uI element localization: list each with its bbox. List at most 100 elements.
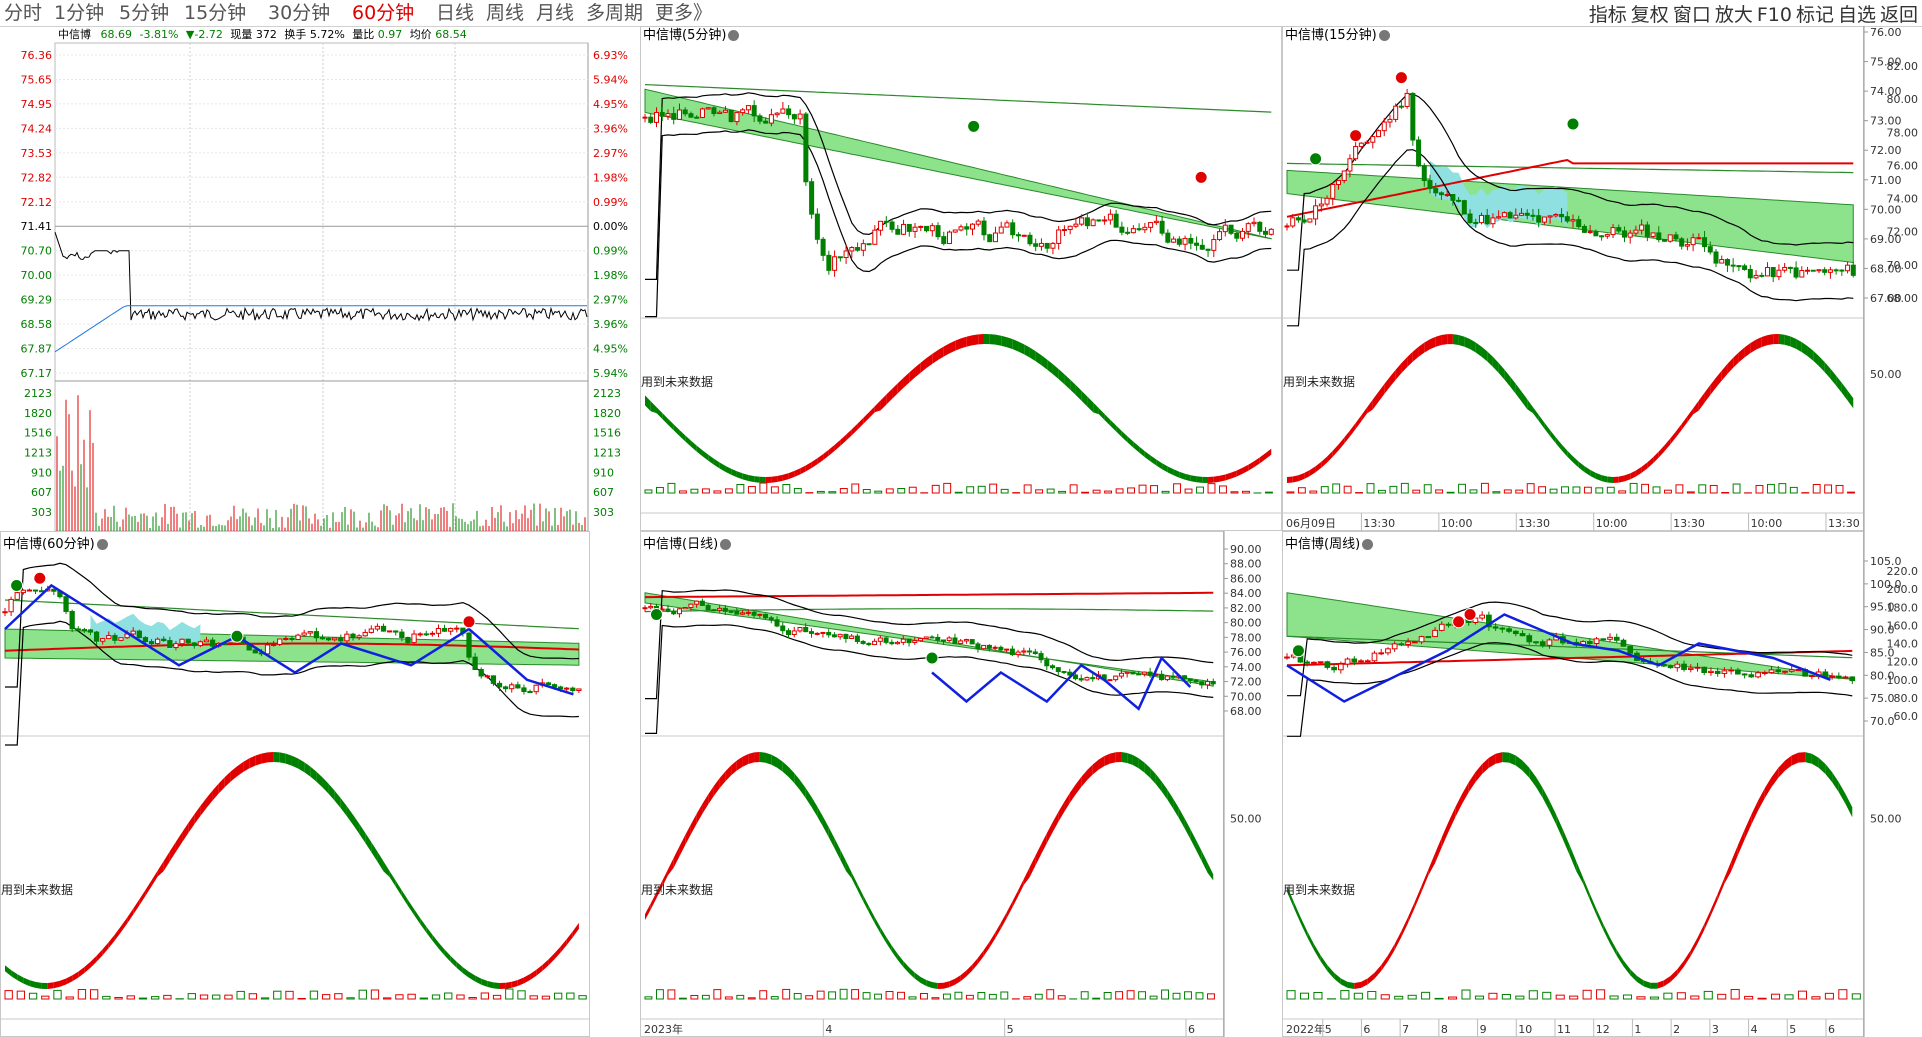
candle-body (466, 632, 472, 658)
tool-返回[interactable]: 返回 (1879, 4, 1918, 26)
osc-ribbon (5, 965, 12, 977)
osc-ribbon (1641, 462, 1648, 473)
candle-body (1182, 675, 1188, 680)
osc-ribbon (1773, 334, 1779, 345)
tool-复权[interactable]: 复权 (1630, 4, 1669, 26)
title-15min[interactable]: 中信博(15分钟) (1285, 24, 1390, 43)
tool-放大[interactable]: 放大 (1714, 4, 1753, 26)
osc-ribbon (1710, 377, 1716, 396)
osc-ribbon (886, 388, 893, 405)
price-tick: 75.65 (21, 73, 53, 86)
osc-ribbon (1293, 901, 1301, 923)
period-toolbar: 分时 1分钟 5分钟 15分钟 30分钟 60分钟 日线 周线 月线 多周期 更多》 (0, 0, 1922, 27)
candle-body (975, 220, 981, 225)
candle-body (1240, 230, 1246, 239)
osc-ribbon (1378, 384, 1385, 402)
price-tick: 74.24 (21, 122, 53, 135)
title-60min[interactable]: 中信博(60分钟) (3, 533, 108, 552)
panel-daily[interactable]: 90.00 88.00 86.00 84.00 82.00 80.00 78.00 76.00… (590, 531, 1282, 1037)
tool-自选[interactable]: 自选 (1837, 4, 1876, 26)
candle-body (1335, 180, 1341, 185)
period-tab[interactable]: 多周期 (586, 2, 644, 24)
osc-ribbon (1724, 861, 1732, 884)
tool-指标[interactable]: 指标 (1588, 4, 1627, 26)
osc-ribbon (243, 758, 250, 773)
period-tab[interactable]: 月线 (536, 2, 575, 24)
title-weekly[interactable]: 中信博(周线) (1285, 533, 1374, 552)
candle-body (1687, 667, 1694, 670)
tool-F10[interactable]: F10 (1756, 4, 1792, 26)
candle-body (1153, 220, 1159, 224)
period-tab[interactable]: 日线 (436, 2, 475, 24)
candle-body (1795, 669, 1802, 672)
candle-body (448, 627, 454, 632)
period-tab[interactable]: 1分钟 (54, 2, 105, 24)
osc-ribbon (1052, 812, 1059, 833)
period-tab[interactable]: 15分钟 (184, 2, 247, 24)
sub-bar (1058, 490, 1067, 494)
osc-ribbon (1744, 814, 1752, 840)
period-tab[interactable]: 30分钟 (268, 2, 331, 24)
osc-ribbon (316, 771, 323, 788)
osc-ribbon (371, 842, 378, 862)
sub-bar (65, 996, 74, 1000)
candle-body (763, 120, 769, 124)
osc-ribbon (102, 942, 109, 956)
osc-ribbon (1636, 975, 1644, 987)
osc-ribbon (1798, 752, 1806, 763)
panel-15min[interactable]: 76.00 75.00 74.00 73.00 72.00 71.00 70.00 69.00… (1282, 26, 1922, 531)
osc-ribbon (505, 981, 512, 989)
osc-ribbon (1690, 937, 1698, 956)
candle-body (774, 619, 780, 627)
osc-ribbon (133, 899, 140, 915)
osc-ribbon (1320, 955, 1328, 972)
osc-ribbon (1630, 470, 1636, 480)
tool-窗口[interactable]: 窗口 (1672, 4, 1711, 26)
panel-5min[interactable] (640, 26, 1282, 531)
title-daily[interactable]: 中信博(日线) (643, 533, 732, 552)
osc-ribbon (17, 974, 24, 984)
sub-bar (1366, 483, 1375, 494)
sub-bar (1149, 995, 1158, 1000)
period-tab[interactable]: 60分钟 (352, 2, 415, 24)
title-5min[interactable]: 中信博(5分钟) (643, 24, 740, 43)
osc-ribbon (645, 395, 651, 412)
period-tab[interactable]: 5分钟 (119, 2, 170, 24)
candle-body (1650, 232, 1656, 237)
candle-body (1701, 666, 1708, 673)
chevron-down-icon[interactable] (728, 30, 740, 41)
tool-标记[interactable]: 标记 (1795, 4, 1834, 26)
candle-body (1044, 659, 1050, 667)
chevron-down-icon[interactable] (1378, 30, 1390, 41)
osc-ribbon (298, 758, 305, 773)
period-tab[interactable]: 周线 (486, 2, 525, 24)
chevron-down-icon[interactable] (1362, 539, 1374, 550)
osc-ribbon (667, 418, 674, 431)
osc-ribbon (1492, 356, 1499, 373)
intraday-panel[interactable]: 76.36 6.93% 75.65 5.94% 74.95 4.95% 74.24 3.96%… (0, 26, 640, 531)
buy-signal-icon (1309, 152, 1323, 166)
candle-body (1690, 237, 1696, 246)
chevron-down-icon[interactable] (96, 539, 108, 550)
osc-ribbon (1024, 344, 1030, 358)
candle-body (745, 611, 751, 614)
candle-body (1741, 673, 1748, 676)
sub-bar (468, 997, 477, 1000)
sub-bar (1286, 491, 1295, 494)
osc-ribbon (891, 945, 898, 960)
osc-ribbon (1349, 422, 1356, 437)
candle-body (1010, 222, 1016, 236)
candle-body (987, 234, 993, 243)
chevron-down-icon[interactable] (720, 539, 732, 550)
osc-ribbon (1178, 808, 1185, 829)
sub-bar (988, 993, 997, 1000)
osc-ribbon (966, 335, 973, 347)
period-tab[interactable]: 更多》 (655, 2, 713, 24)
candle-body (1600, 638, 1607, 641)
period-tab[interactable]: 分时 (4, 2, 43, 24)
panel-weekly[interactable]: 105.0 100.0 95.0 90.0 85.0 80.0 75.0 70.0 220.0 2… (1282, 531, 1922, 1037)
osc-ribbon (499, 982, 506, 989)
candle-body (682, 109, 688, 115)
panel-60min[interactable] (0, 531, 590, 1037)
sub-bar (553, 992, 563, 1000)
